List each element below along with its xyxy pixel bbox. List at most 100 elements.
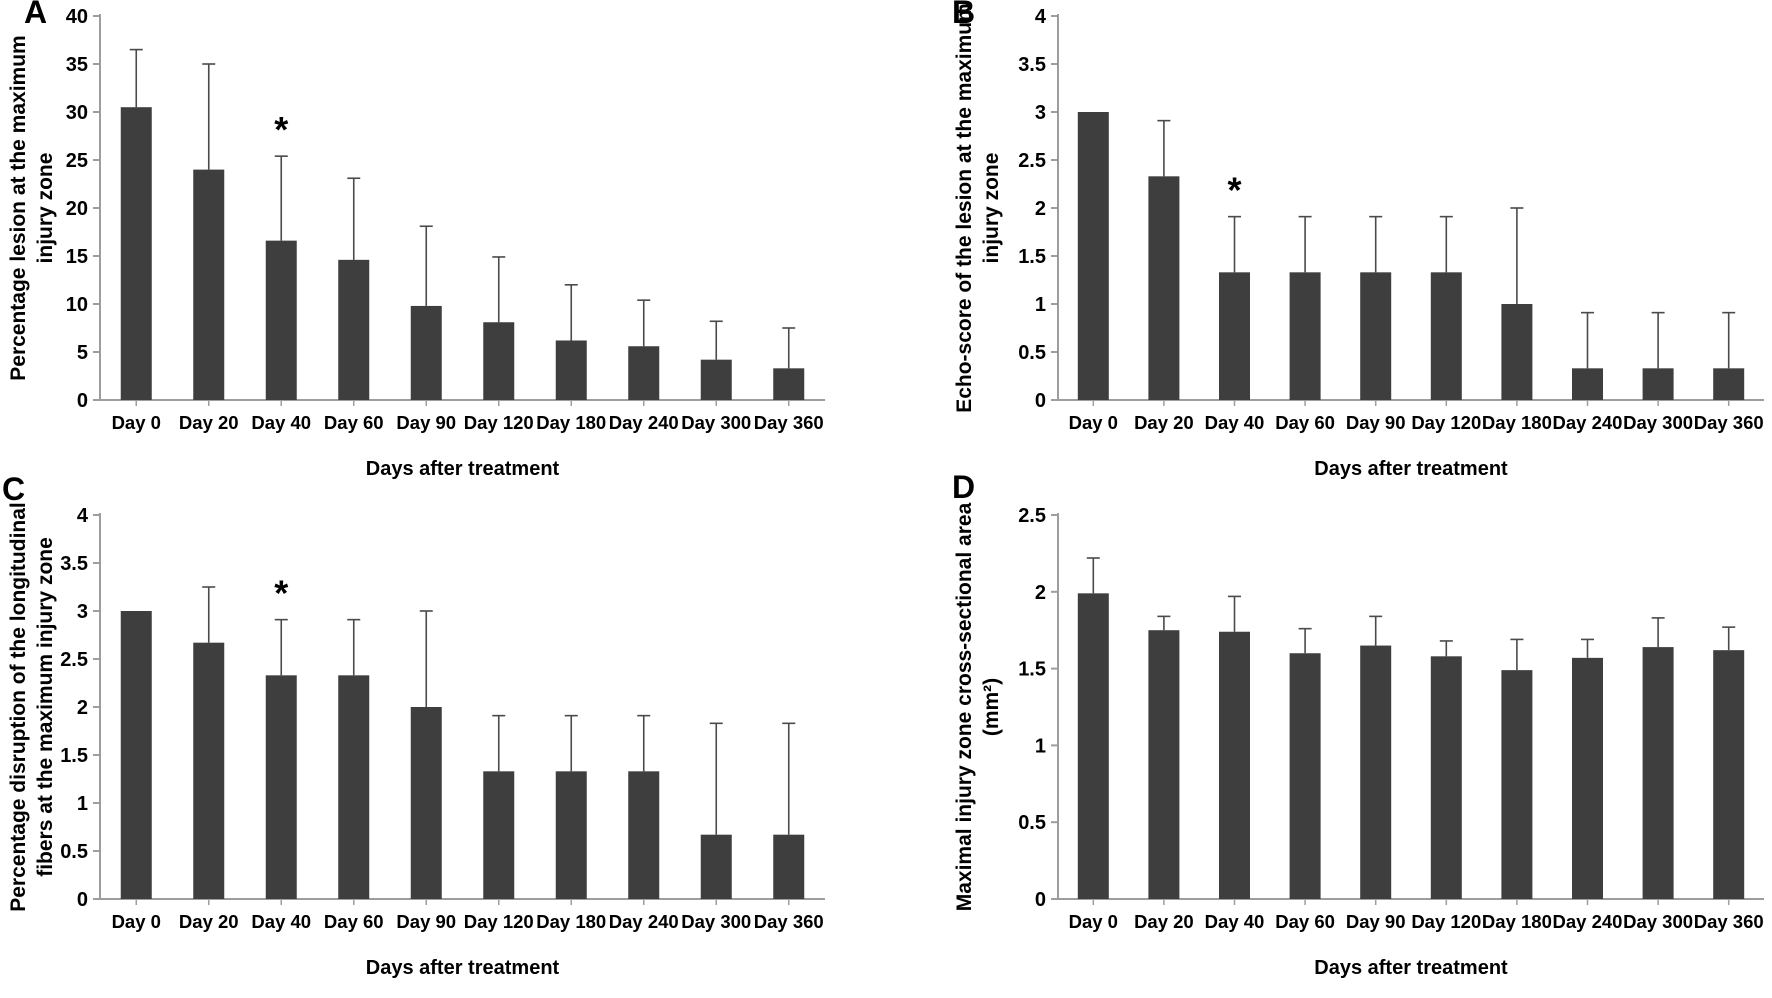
bar-day-240	[1572, 368, 1603, 400]
y-tick-label: 0.5	[1018, 812, 1046, 834]
x-category-label: Day 240	[1553, 412, 1623, 433]
bar-day-0	[120, 107, 152, 400]
bar-day-300	[1642, 368, 1674, 400]
x-category-label: Day 40	[1205, 412, 1265, 433]
x-category-label: Day 0	[1069, 412, 1118, 433]
bar-day-360	[773, 834, 805, 899]
y-tick-label: 3.5	[60, 553, 88, 575]
y-tick-label: 35	[66, 54, 88, 76]
x-category-label: Day 360	[754, 911, 824, 932]
bar-day-90	[410, 305, 442, 400]
x-category-label: Day 20	[1134, 911, 1194, 932]
panel-b-letter: B	[952, 0, 976, 30]
bar-day-300	[700, 834, 732, 899]
x-category-label: Day 20	[179, 412, 239, 433]
panel-d-letter: D	[952, 469, 976, 505]
x-category-label: Day 300	[1623, 412, 1693, 433]
bar-day-180	[555, 340, 587, 400]
y-tick-label: 1.5	[60, 745, 88, 767]
bar-day-20	[193, 642, 225, 899]
bar-day-60	[1289, 653, 1321, 899]
bar-day-300	[700, 359, 732, 400]
bar-day-180	[555, 771, 587, 899]
bar-day-120	[1430, 272, 1462, 400]
bar-day-240	[1572, 657, 1603, 899]
y-tick-label: 0	[77, 390, 88, 412]
y-tick-label: 15	[66, 246, 88, 268]
bar-day-20	[193, 169, 225, 400]
bar-day-360	[1713, 650, 1745, 899]
x-category-label: Day 90	[396, 412, 456, 433]
y-tick-label: 2	[1035, 582, 1046, 604]
bar-day-120	[483, 322, 515, 400]
y-tick-label: 0.5	[60, 841, 88, 863]
bar-day-20	[1148, 630, 1180, 899]
x-category-label: Day 360	[1694, 911, 1764, 932]
y-tick-label: 20	[66, 198, 88, 220]
y-tick-label: 30	[66, 102, 88, 124]
panel-d: D Maximal injury zone cross-sectional ar…	[886, 469, 1772, 998]
y-tick-label: 3.5	[1018, 54, 1046, 76]
bar-day-120	[483, 771, 515, 899]
bar-day-60	[338, 259, 370, 400]
x-category-label: Day 60	[324, 412, 384, 433]
bar-day-0	[1077, 112, 1109, 400]
x-category-label: Day 0	[112, 412, 161, 433]
bar-day-60	[338, 675, 370, 899]
y-tick-label: 25	[66, 150, 88, 172]
x-category-label: Day 0	[1069, 911, 1118, 932]
bar-day-360	[773, 368, 805, 400]
x-category-label: Day 20	[1134, 412, 1194, 433]
bar-day-180	[1501, 304, 1533, 400]
y-tick-label: 0.5	[1018, 342, 1046, 364]
x-category-label: Day 90	[1346, 412, 1406, 433]
x-category-label: Day 300	[681, 911, 751, 932]
y-tick-label: 3	[77, 601, 88, 623]
x-category-label: Day 240	[609, 412, 679, 433]
bar-day-20	[1148, 176, 1180, 400]
x-category-label: Day 120	[464, 911, 534, 932]
x-category-label: Day 40	[251, 412, 311, 433]
x-category-label: Day 180	[536, 412, 606, 433]
x-category-label: Day 120	[1411, 911, 1481, 932]
panel-a: A Percentage lesion at the maximum injur…	[0, 0, 886, 499]
panel-b: B Echo-score of the lesion at the maximu…	[886, 0, 1772, 499]
bar-day-0	[1077, 593, 1109, 899]
bar-day-40	[1219, 272, 1250, 400]
y-tick-label: 0	[1035, 390, 1046, 412]
y-tick-label: 2	[77, 697, 88, 719]
x-category-label: Day 180	[1482, 412, 1552, 433]
x-category-label: Day 240	[1553, 911, 1623, 932]
bar-day-360	[1713, 368, 1745, 400]
x-category-label: Day 180	[536, 911, 606, 932]
y-tick-label: 1.5	[1018, 246, 1046, 268]
panel-c-x-axis-title: Days after treatment	[365, 957, 560, 979]
x-category-label: Day 90	[1346, 911, 1406, 932]
panel-c: C Percentage disruption of the longitudi…	[0, 471, 886, 998]
significance-asterisk: *	[1227, 170, 1241, 211]
y-tick-label: 0	[77, 889, 88, 911]
bar-day-0	[120, 611, 152, 899]
y-tick-label: 10	[66, 294, 88, 316]
y-tick-label: 40	[66, 6, 88, 28]
significance-asterisk: *	[274, 109, 288, 150]
y-tick-label: 4	[1035, 6, 1047, 28]
x-category-label: Day 60	[324, 911, 384, 932]
bar-day-90	[1360, 645, 1392, 899]
x-category-label: Day 120	[1411, 412, 1481, 433]
panel-c-bar-chart: 0 0.5 1 1.5 2 2.5 3 3.5 4 Day 0 Day 20 Day 40 Day 60…	[60, 505, 825, 932]
x-category-label: Day 120	[464, 412, 534, 433]
y-tick-label: 1	[1035, 735, 1046, 757]
y-tick-label: 1	[1035, 294, 1046, 316]
y-tick-label: 0	[1035, 889, 1046, 911]
bar-day-60	[1289, 272, 1321, 400]
x-category-label: Day 360	[754, 412, 824, 433]
x-category-label: Day 90	[396, 911, 456, 932]
bar-day-120	[1430, 656, 1462, 899]
x-category-label: Day 60	[1275, 911, 1335, 932]
bar-day-240	[628, 771, 660, 899]
y-tick-label: 2.5	[1018, 505, 1046, 527]
x-category-label: Day 20	[179, 911, 239, 932]
x-category-label: Day 40	[251, 911, 311, 932]
bar-day-40	[265, 240, 297, 400]
